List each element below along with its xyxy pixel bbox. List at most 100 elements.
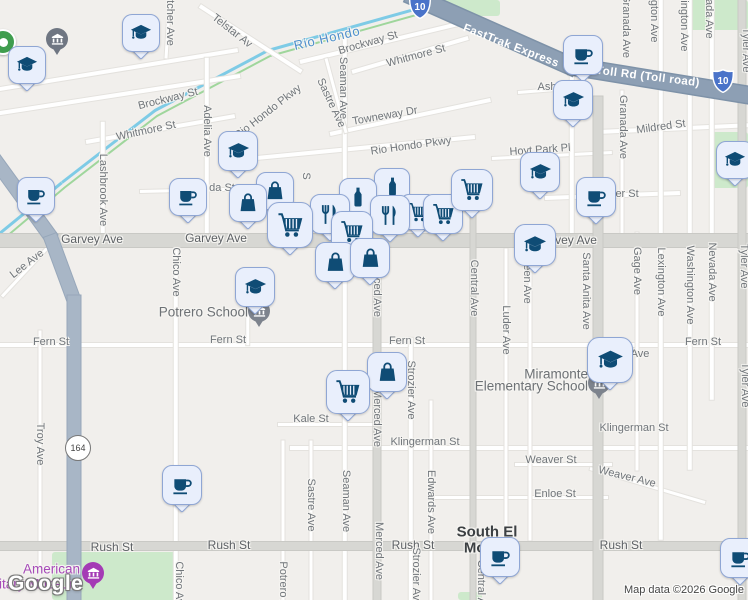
street-label: Merced Ave xyxy=(373,522,385,580)
street-label: Ash xyxy=(537,81,557,93)
graduation-cap-icon xyxy=(529,161,552,184)
park-area xyxy=(686,0,748,30)
pin-tail xyxy=(52,47,62,55)
coffee-cup-marker[interactable] xyxy=(17,177,55,223)
street-label: Weaver St xyxy=(525,454,577,466)
marker-body xyxy=(451,169,493,211)
street-label: Chico Ave xyxy=(173,561,185,600)
pin-tail xyxy=(254,319,264,327)
street-label: Kale St xyxy=(293,413,329,425)
street-label: Rush St xyxy=(391,538,435,552)
street-label: Rush St xyxy=(90,540,134,554)
street-label: da St xyxy=(209,182,235,194)
poi-label: Military Museum xyxy=(0,576,80,592)
graduation-cap-marker[interactable] xyxy=(218,131,258,179)
street-label: Seaman Ave xyxy=(340,469,352,533)
graduation-cap-marker[interactable] xyxy=(235,267,275,315)
interstate-10-shield: 10 xyxy=(710,68,736,98)
graduation-cap-marker[interactable] xyxy=(122,14,160,60)
restaurant-marker[interactable] xyxy=(370,195,410,243)
street-label: Nevada Ave xyxy=(703,0,715,39)
coffee-cup-marker[interactable] xyxy=(162,465,202,513)
marker-body xyxy=(563,35,603,75)
svg-text:10: 10 xyxy=(415,2,426,13)
coffee-cup-marker[interactable] xyxy=(576,177,616,225)
street-label: Fern St xyxy=(388,335,426,347)
marker-body xyxy=(17,177,55,215)
coffee-cup-marker[interactable] xyxy=(169,178,207,224)
shopping-bag-marker[interactable] xyxy=(229,184,267,230)
street-label: ger St xyxy=(609,188,639,200)
street-label: Lexington Ave xyxy=(648,0,660,43)
coffee-cup-icon xyxy=(572,44,595,67)
park-area xyxy=(458,592,482,600)
graduation-cap-marker[interactable] xyxy=(553,80,593,128)
street-label: Lexington Ave xyxy=(655,247,667,317)
poi-label: Elementary School xyxy=(474,378,588,394)
marker-body xyxy=(218,131,258,171)
marker-body xyxy=(267,202,313,248)
street-label: Merced Ave xyxy=(371,389,383,447)
city-label: South El xyxy=(456,523,518,541)
street-label: S xyxy=(300,172,312,180)
shopping-bag-icon xyxy=(359,247,382,270)
museum-pin[interactable] xyxy=(81,562,105,592)
shopping-cart-icon xyxy=(335,379,361,405)
street-label: tcher Ave xyxy=(164,0,176,46)
graduation-cap-marker[interactable] xyxy=(716,141,748,187)
road xyxy=(428,495,608,499)
street-label: Gage Ave xyxy=(631,246,643,296)
street-label: Seaman Ave xyxy=(337,56,349,120)
shopping-bag-icon xyxy=(264,180,286,202)
marker-body xyxy=(370,195,410,235)
marker-body xyxy=(169,178,207,216)
marker-body xyxy=(235,267,275,307)
shopping-cart-marker[interactable] xyxy=(451,169,493,219)
shopping-bag-marker[interactable] xyxy=(367,352,407,400)
poi-label: Potrero School xyxy=(158,304,248,320)
coffee-cup-marker[interactable] xyxy=(720,538,748,586)
street-label: Granada Ave xyxy=(620,0,632,59)
state-route-164-shield: 164 xyxy=(65,435,91,461)
graduation-cap-marker[interactable] xyxy=(520,152,560,200)
street-label: Klingerman St xyxy=(599,422,669,434)
graduation-cap-icon xyxy=(562,89,585,112)
restaurant-icon xyxy=(379,204,402,227)
government-building-pin[interactable] xyxy=(45,28,69,58)
coffee-cup-icon xyxy=(25,185,47,207)
poi-label: Miramonte xyxy=(524,366,588,382)
graduation-cap-marker[interactable] xyxy=(8,46,46,92)
shopping-cart-marker[interactable] xyxy=(267,202,313,256)
transit-stop-icon xyxy=(0,37,8,47)
marker-body xyxy=(350,238,390,278)
street-label: Rush St xyxy=(207,538,251,552)
coffee-cup-marker[interactable] xyxy=(480,537,520,585)
svg-text:10: 10 xyxy=(718,76,729,87)
government-building-icon xyxy=(46,28,68,50)
shopping-cart-marker[interactable] xyxy=(326,370,370,422)
shopping-bag-marker[interactable] xyxy=(315,242,355,290)
street-label: Fern St xyxy=(684,336,722,348)
coffee-cup-icon xyxy=(177,186,199,208)
marker-body xyxy=(367,352,407,392)
google-watermark: Google xyxy=(8,572,84,595)
shopping-bag-marker[interactable] xyxy=(350,238,390,286)
coffee-cup-marker[interactable] xyxy=(563,35,603,83)
street-label: Edwards Ave xyxy=(425,469,437,535)
road xyxy=(515,462,612,466)
graduation-cap-marker[interactable] xyxy=(587,337,633,391)
marker-body xyxy=(122,14,160,52)
marker-body xyxy=(514,224,556,266)
shopping-cart-icon xyxy=(460,178,484,202)
street-label: Garvey Ave xyxy=(185,231,247,245)
pin-tail xyxy=(88,581,98,589)
graduation-cap-marker[interactable] xyxy=(514,224,556,274)
graduation-cap-icon xyxy=(244,276,267,299)
bottle-icon xyxy=(382,176,403,197)
street-label: Tyler Ave xyxy=(738,243,748,289)
street-label: Rush St xyxy=(599,538,643,552)
marker-body xyxy=(716,141,748,179)
